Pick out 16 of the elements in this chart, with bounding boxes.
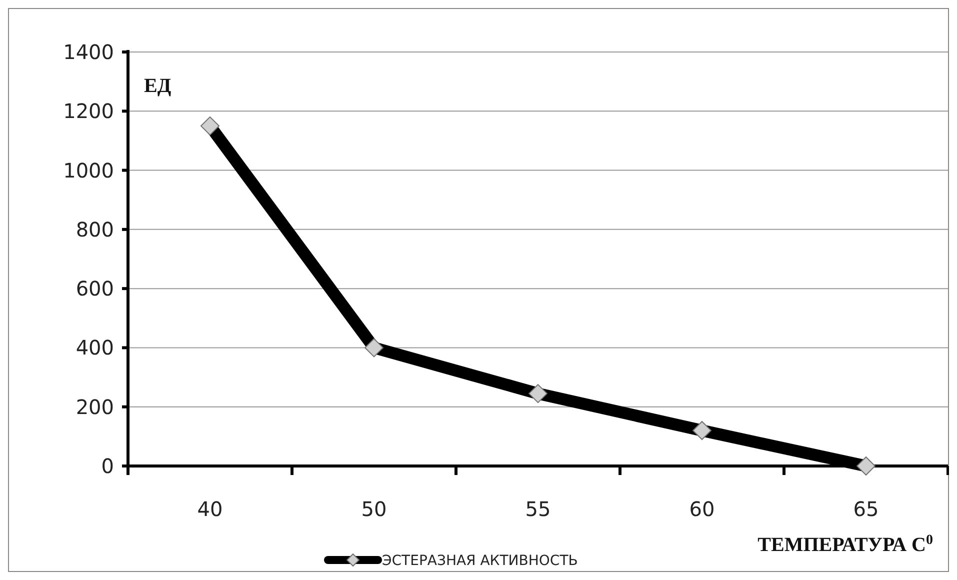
x-tick-label: 40: [197, 497, 223, 521]
y-axis-title: ЕД: [144, 75, 172, 97]
y-tick-label: 200: [76, 394, 114, 419]
y-tick-label: 1200: [63, 99, 114, 124]
x-tick-label: 50: [361, 497, 387, 521]
x-tick-label: 65: [853, 497, 879, 521]
x-axis-title: ТЕМПЕРАТУРА С$^{0}$: [758, 532, 933, 556]
y-tick-label: 1000: [63, 158, 114, 182]
y-tick-label: 800: [76, 217, 114, 242]
y-tick-label: 1400: [63, 40, 114, 64]
legend-label: ЭСТЕРАЗНАЯ АКТИВНОСТЬ: [382, 552, 578, 569]
x-tick-label: 55: [525, 497, 551, 521]
y-tick-label: 0: [101, 454, 114, 478]
y-tick-label: 400: [76, 336, 114, 360]
x-tick-label: 60: [689, 497, 715, 521]
y-tick-label: 600: [76, 276, 114, 301]
